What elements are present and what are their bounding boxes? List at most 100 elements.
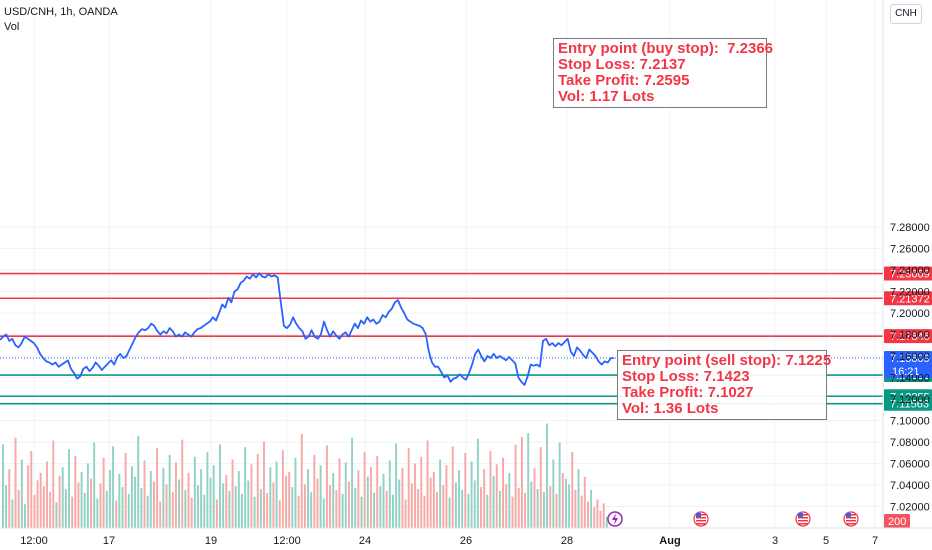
- volume-bar: [24, 504, 26, 528]
- volume-bar: [464, 452, 467, 528]
- volume-indicator-label[interactable]: Vol: [4, 21, 20, 33]
- volume-bars: [2, 423, 608, 528]
- y-axis[interactable]: 7.28000 7.26000 7.24000 7.22000 7.20000 7.180…: [890, 222, 930, 514]
- volume-bar: [414, 463, 416, 528]
- volume-bar: [369, 467, 372, 528]
- sell-stop-note[interactable]: Entry point (sell stop): 7.1225 Stop Loss…: [617, 350, 831, 420]
- volume-bar: [577, 469, 580, 528]
- volume-bar: [366, 476, 369, 528]
- volume-bar: [143, 460, 146, 528]
- volume-bar: [187, 472, 190, 528]
- volume-bar: [281, 450, 284, 528]
- us-flag-icon: [795, 511, 811, 527]
- volume-bar: [288, 471, 291, 528]
- volume-bar: [407, 448, 410, 528]
- volume-bar: [555, 493, 558, 528]
- volume-bar: [244, 447, 247, 528]
- y-tick-label: 7.16000: [890, 351, 930, 363]
- level-price-label: 7.23669: [890, 269, 930, 281]
- volume-bar: [325, 445, 328, 528]
- volume-bar: [344, 462, 347, 528]
- x-tick-label: 24: [359, 535, 371, 547]
- volume-bar: [461, 490, 464, 528]
- volume-bar: [476, 438, 479, 528]
- volume-bar: [52, 440, 55, 528]
- volume-bar: [42, 486, 45, 528]
- x-tick-label: 7: [872, 535, 878, 547]
- level-price-tag: [884, 329, 932, 344]
- volume-bar: [502, 457, 505, 528]
- y-tick-label: 7.10000: [890, 416, 930, 428]
- volume-bar: [426, 440, 429, 528]
- volume-bar: [130, 466, 133, 528]
- volume-bar: [332, 472, 335, 528]
- volume-bar: [225, 474, 228, 528]
- volume-bar: [429, 477, 432, 528]
- volume-bar: [517, 488, 520, 528]
- volume-bar: [17, 490, 20, 528]
- volume-bar: [448, 497, 451, 528]
- volume-bar: [420, 456, 423, 528]
- volume-bar: [385, 490, 388, 528]
- volume-bar: [294, 457, 297, 528]
- volume-bar: [275, 461, 278, 528]
- y-tick-label: 7.24000: [890, 265, 930, 277]
- volume-bar: [253, 496, 256, 528]
- volume-bar: [376, 455, 379, 528]
- volume-bar: [363, 452, 366, 528]
- event-icons[interactable]: [607, 511, 859, 527]
- volume-bar: [357, 470, 360, 528]
- volume-bar: [77, 482, 80, 528]
- volume-bar: [605, 516, 608, 528]
- volume-bar: [80, 471, 83, 528]
- volume-bar: [520, 436, 523, 528]
- volume-bar: [524, 492, 527, 528]
- y-tick-label: 7.20000: [890, 308, 930, 320]
- volume-bar: [171, 491, 174, 528]
- volume-bar: [269, 467, 272, 528]
- volume-bar: [127, 493, 130, 528]
- volume-bar: [391, 494, 394, 528]
- volume-bar: [174, 462, 177, 528]
- volume-bar: [580, 495, 583, 528]
- volume-bar: [335, 490, 338, 528]
- volume-bar: [124, 452, 127, 528]
- buy-stoploss-text: Stop Loss: 7.2137: [558, 56, 686, 73]
- volume-bar: [329, 485, 332, 528]
- x-axis[interactable]: 12:00 17 19 12:00 24 26 28 Aug 3 5 7: [20, 535, 878, 547]
- y-tick-label: 7.04000: [890, 480, 930, 492]
- volume-bar: [527, 433, 530, 528]
- currency-button[interactable]: CNH: [890, 4, 922, 24]
- volume-bar: [564, 478, 567, 528]
- y-tick-label: 7.12000: [890, 394, 930, 406]
- y-tick-label: 7.22000: [890, 287, 930, 299]
- symbol-title[interactable]: USD/CNH, 1h, OANDA: [4, 6, 118, 18]
- level-price-tag: [884, 291, 932, 306]
- volume-bar: [382, 473, 385, 528]
- volume-bar: [58, 475, 61, 528]
- volume-bar: [86, 463, 89, 528]
- volume-bar: [483, 469, 486, 528]
- volume-bar: [140, 488, 143, 528]
- volume-bar: [398, 479, 401, 528]
- volume-bar: [310, 491, 313, 528]
- last-price-label: 7.15809: [890, 353, 930, 365]
- volume-bar: [341, 493, 344, 528]
- volume-bar: [234, 486, 237, 528]
- volume-bar: [212, 465, 215, 528]
- volume-bar: [571, 452, 574, 528]
- buy-stop-note[interactable]: Entry point (buy stop): 7.2366 Stop Loss:…: [553, 38, 774, 108]
- volume-bar: [539, 447, 542, 528]
- volume-bar: [303, 484, 306, 528]
- volume-bar: [454, 482, 457, 528]
- volume-bar: [602, 503, 605, 528]
- volume-bar: [489, 451, 492, 528]
- volume-bar: [93, 442, 96, 528]
- volume-bar: [83, 492, 86, 528]
- buy-takeprofit-text: Take Profit: 7.2595: [558, 72, 690, 89]
- volume-bar: [137, 435, 140, 528]
- buy-entry-text: Entry point (buy stop): 7.2366: [558, 40, 774, 57]
- price-series: [0, 272, 614, 386]
- volume-bar: [492, 475, 495, 528]
